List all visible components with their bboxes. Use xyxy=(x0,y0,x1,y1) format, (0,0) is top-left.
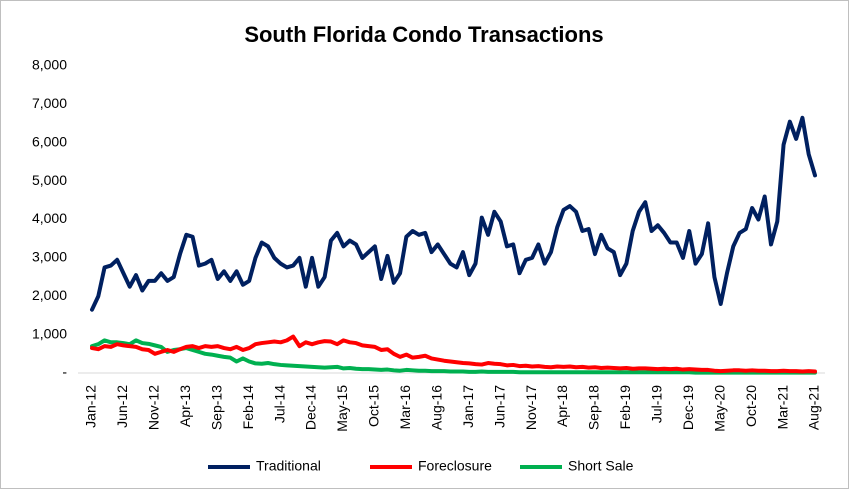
y-tick-label: 7,000 xyxy=(32,95,67,111)
x-tick-label: Aug-21 xyxy=(806,385,822,430)
x-tick-label: Sep-18 xyxy=(586,385,602,430)
x-tick-label: Apr-18 xyxy=(554,385,570,427)
x-tick-label: Jun-17 xyxy=(491,385,507,428)
x-tick-label: Jan-17 xyxy=(460,385,476,428)
x-tick-label: Oct-20 xyxy=(743,385,759,427)
x-tick-label: Dec-19 xyxy=(680,385,696,430)
x-tick-label: Apr-13 xyxy=(177,385,193,427)
y-tick-label: 5,000 xyxy=(32,172,67,188)
y-tick-label: - xyxy=(62,364,67,380)
x-tick-label: Jul-14 xyxy=(271,385,287,423)
x-tick-label: Mar-16 xyxy=(397,385,413,430)
x-tick-label: Oct-15 xyxy=(366,385,382,427)
x-tick-label: Dec-14 xyxy=(303,385,319,430)
legend-label: Short Sale xyxy=(568,458,634,474)
legend-label: Foreclosure xyxy=(418,458,492,474)
line-series xyxy=(90,334,817,374)
x-tick-label: Sep-13 xyxy=(208,385,224,430)
line-series xyxy=(90,338,817,375)
chart-title: South Florida Condo Transactions xyxy=(244,22,603,47)
y-tick-label: 3,000 xyxy=(32,249,67,265)
y-tick-label: 8,000 xyxy=(32,57,67,73)
line-series xyxy=(90,115,817,312)
legend-label: Traditional xyxy=(256,458,321,474)
y-tick-label: 6,000 xyxy=(32,133,67,149)
x-tick-label: Mar-21 xyxy=(774,385,790,430)
y-tick-label: 1,000 xyxy=(32,325,67,341)
x-tick-label: Jul-19 xyxy=(649,385,665,423)
y-tick-label: 2,000 xyxy=(32,287,67,303)
x-tick-label: Jan-12 xyxy=(83,385,99,428)
x-tick-label: May-15 xyxy=(334,385,350,432)
x-tick-label: Jun-12 xyxy=(114,385,130,428)
x-tick-label: Nov-12 xyxy=(146,385,162,430)
x-tick-label: Aug-16 xyxy=(428,385,444,430)
x-tick-label: Nov-17 xyxy=(523,385,539,430)
x-tick-label: May-20 xyxy=(711,385,727,432)
x-tick-label: Feb-14 xyxy=(240,385,256,430)
x-tick-label: Feb-19 xyxy=(617,385,633,430)
y-tick-label: 4,000 xyxy=(32,210,67,226)
